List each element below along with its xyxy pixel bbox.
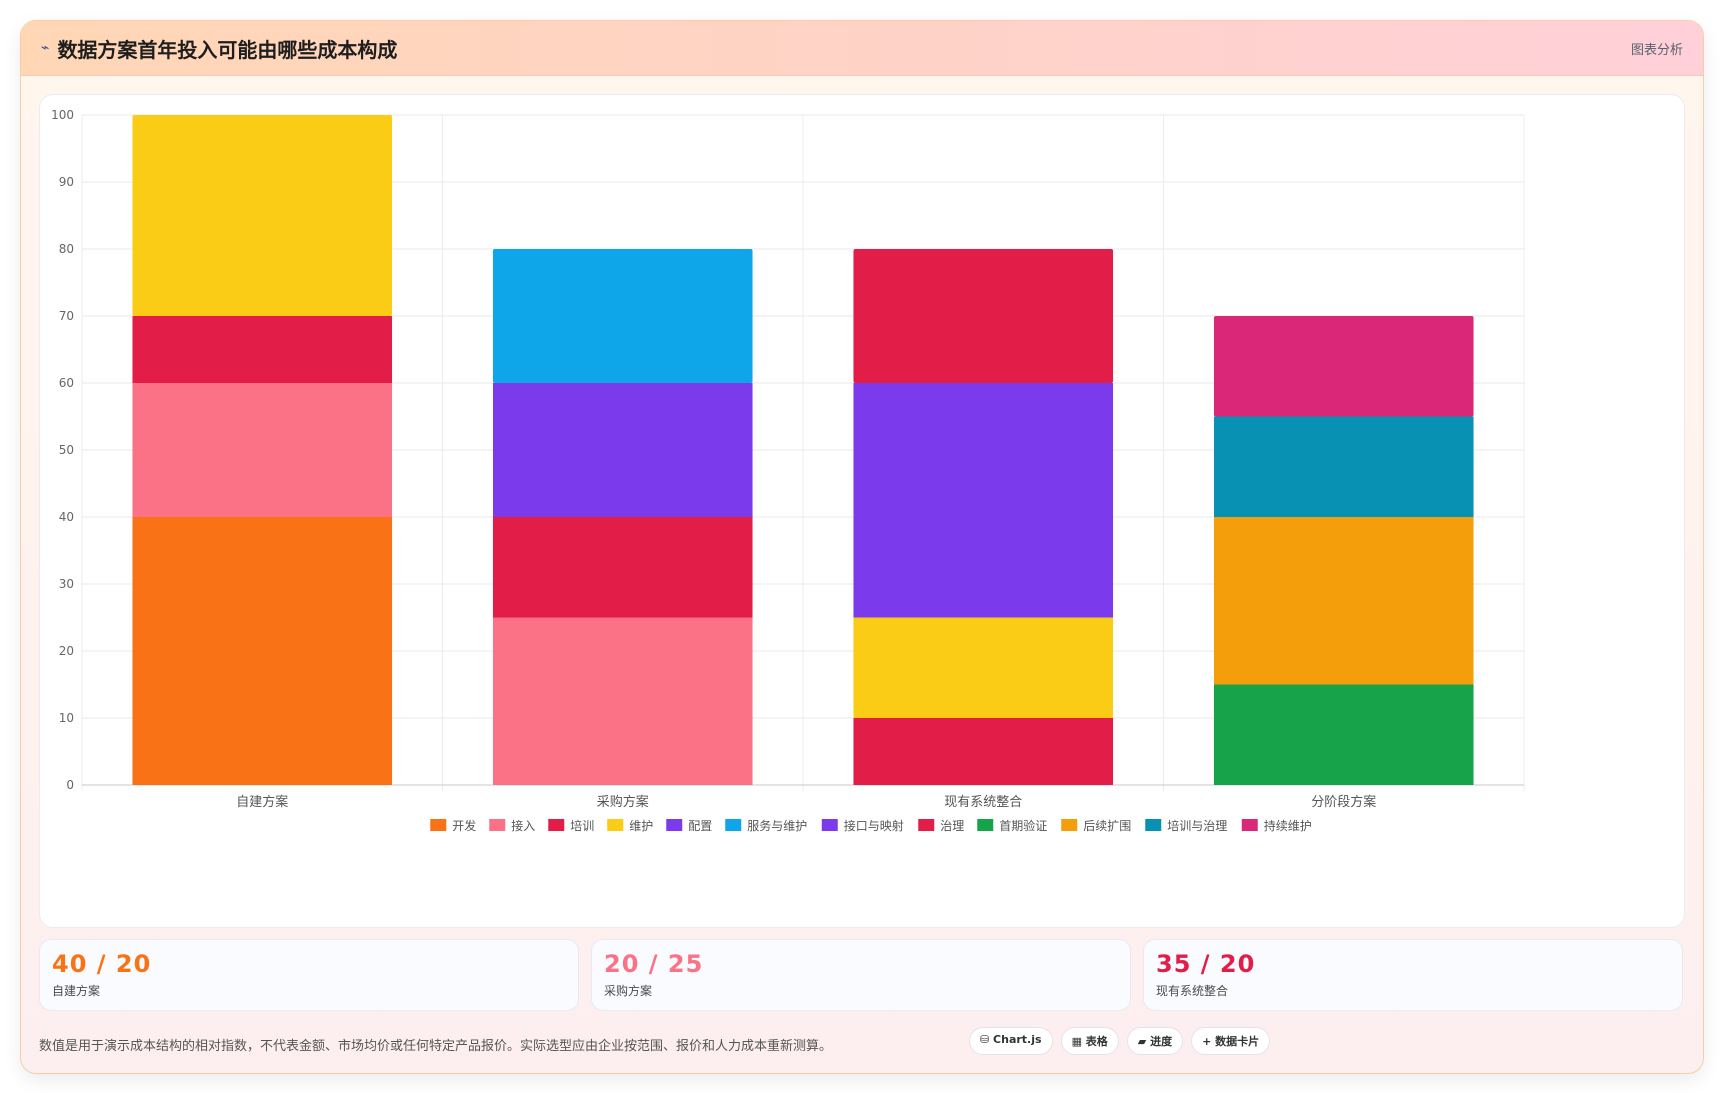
progress-button[interactable]: ▰ 进度 <box>1126 1027 1184 1055</box>
x-tick-label: 现有系统整合 <box>944 795 1022 810</box>
legend-swatch <box>918 819 935 831</box>
bar-segment <box>132 383 393 517</box>
legend-swatch <box>666 819 683 831</box>
legend-label: 治理 <box>940 819 964 833</box>
bar-segment <box>853 383 1114 618</box>
y-tick-label: 80 <box>59 242 74 256</box>
legend-label: 后续扩围 <box>1083 819 1131 833</box>
legend-label: 接入 <box>511 818 535 833</box>
footer: 数值是用于演示成本结构的相对指数，不代表金额、市场均价或任何特定产品报价。实际选… <box>39 1027 1683 1061</box>
stat-card-self-build: 40 / 20 自建方案 <box>39 939 579 1011</box>
y-tick-label: 60 <box>59 376 74 390</box>
y-tick-label: 20 <box>59 644 74 658</box>
bar-segment <box>1213 416 1474 517</box>
bar-segment <box>132 316 393 383</box>
legend-swatch <box>607 819 624 831</box>
bar-segment <box>132 115 393 316</box>
stat-value: 35 / 20 <box>1156 950 1256 978</box>
x-tick-label: 自建方案 <box>236 794 288 810</box>
stat-value: 20 / 25 <box>604 950 704 978</box>
legend-swatch <box>430 819 447 831</box>
bar-segment <box>492 617 753 785</box>
legend-label: 持续维护 <box>1264 818 1312 833</box>
legend-label: 维护 <box>629 819 653 833</box>
stat-cards: 40 / 20 自建方案 20 / 25 采购方案 35 / 20 现有系统整合 <box>39 939 1683 1011</box>
chartjs-button[interactable]: ⛁ Chart.js <box>969 1027 1053 1055</box>
legend-swatch <box>1241 819 1258 831</box>
legend-swatch <box>725 819 742 831</box>
legend-label: 培训与治理 <box>1167 818 1227 833</box>
chart-title: 数据方案首年投入可能由哪些成本构成 <box>57 37 398 62</box>
y-tick-label: 100 <box>51 108 74 122</box>
chart-card: ⌁ 数据方案首年投入可能由哪些成本构成 图表分析 0 10 20 30 40 50 60 70… <box>20 20 1704 1074</box>
stat-card-integration: 35 / 20 现有系统整合 <box>1143 939 1683 1011</box>
legend-swatch <box>1145 819 1162 831</box>
legend-label: 接口与映射 <box>844 818 904 833</box>
chart-area: 0 10 20 30 40 50 60 70 80 90 100 自建方案 采购方案 现有系统整合 分阶段方… <box>39 94 1685 928</box>
stat-card-purchase: 20 / 25 采购方案 <box>591 939 1131 1011</box>
y-tick-label: 70 <box>59 309 74 323</box>
bar-segment <box>1213 517 1474 685</box>
bar-segment <box>492 249 753 383</box>
x-tick-label: 分阶段方案 <box>1311 794 1376 810</box>
legend-swatch <box>489 819 506 831</box>
view-toolbar: ⛁ Chart.js ▦ 表格 ▰ 进度 + 数据卡片 <box>969 1027 1271 1055</box>
legend-swatch <box>977 819 994 831</box>
data-card-button[interactable]: + 数据卡片 <box>1191 1027 1271 1055</box>
legend-swatch <box>1061 819 1078 831</box>
bar-segment <box>853 249 1114 383</box>
legend-swatch <box>548 819 565 831</box>
y-tick-label: 30 <box>59 577 74 591</box>
chart-icon: ⌁ <box>41 40 50 56</box>
stacked-bar-chart: 0 10 20 30 40 50 60 70 80 90 100 自建方案 采购方案 现有系统整合 分阶段方… <box>51 108 1525 833</box>
stat-label: 现有系统整合 <box>1156 984 1229 998</box>
y-tick-label: 0 <box>66 778 74 792</box>
stat-label: 采购方案 <box>604 984 653 998</box>
bar-segment <box>1213 684 1474 785</box>
disclaimer-note: 数值是用于演示成本结构的相对指数，不代表金额、市场均价或任何特定产品报价。实际选… <box>39 1038 833 1054</box>
stat-value: 40 / 20 <box>52 950 152 978</box>
y-tick-label: 10 <box>59 711 74 725</box>
stat-label: 自建方案 <box>52 984 101 998</box>
bar-segment <box>853 617 1114 718</box>
y-tick-label: 90 <box>59 175 74 189</box>
legend-label: 首期验证 <box>999 818 1047 833</box>
y-tick-label: 50 <box>59 443 74 457</box>
table-button[interactable]: ▦ 表格 <box>1060 1027 1119 1055</box>
bar-segment <box>492 517 753 618</box>
legend-label: 服务与维护 <box>747 818 807 833</box>
legend-label: 开发 <box>452 818 476 833</box>
bar-segment <box>492 383 753 517</box>
bar-segment <box>853 718 1114 785</box>
legend-swatch <box>821 819 838 831</box>
bar-segment <box>1213 316 1474 417</box>
card-header: ⌁ 数据方案首年投入可能由哪些成本构成 图表分析 <box>21 21 1703 76</box>
y-tick-label: 40 <box>59 510 74 524</box>
x-tick-label: 采购方案 <box>597 794 649 810</box>
legend-label: 培训 <box>570 818 594 833</box>
chart-analysis-tag[interactable]: 图表分析 <box>1630 42 1683 58</box>
bar-segment <box>132 517 393 785</box>
legend-label: 配置 <box>688 819 712 833</box>
